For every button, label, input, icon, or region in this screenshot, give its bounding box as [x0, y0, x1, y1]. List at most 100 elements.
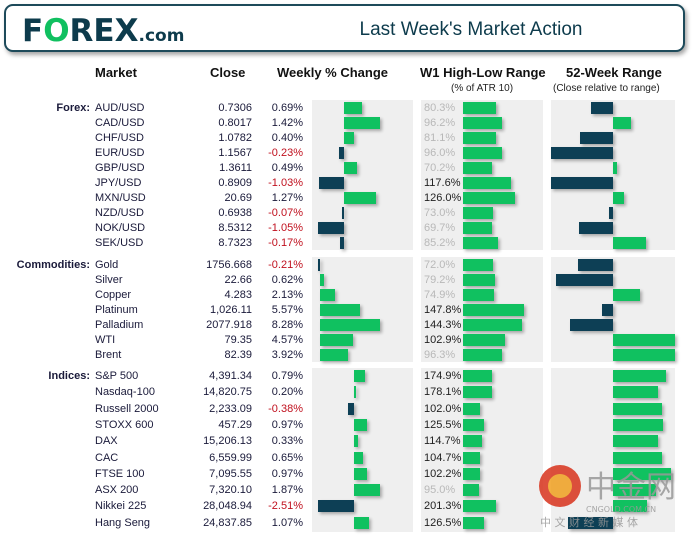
close-value: 4,391.34	[209, 370, 252, 382]
section-label-forex: Forex:	[56, 102, 90, 114]
weekly-change-value: 0.33%	[271, 435, 303, 448]
weekly-change-value: 0.69%	[271, 102, 303, 114]
w1-range-bar	[463, 334, 506, 346]
w1-range-value: 80.3%	[424, 102, 456, 114]
close-value: 28,048.94	[203, 500, 252, 513]
w1-range-bar	[463, 147, 503, 159]
w1-range-bar	[463, 177, 512, 189]
weekly-change-value: -0.38%	[268, 402, 303, 415]
close-value: 8.7323	[218, 237, 252, 249]
col-header-w1: W1 High-Low Range	[420, 65, 546, 80]
w1-range-value: 102.2%	[424, 467, 462, 480]
close-value: 0.7306	[218, 102, 252, 114]
w1-range-value: 104.7%	[424, 451, 462, 464]
w1-range-value: 69.7%	[424, 222, 456, 234]
market-name: JPY/USD	[95, 177, 142, 189]
weekly-change-value: 0.97%	[271, 467, 303, 480]
range-52wk-bar	[609, 207, 613, 219]
close-value: 0.6938	[218, 207, 252, 219]
w1-range-bar	[463, 259, 493, 271]
w1-range-value: 102.9%	[424, 334, 462, 346]
w1-range-value: 79.2%	[424, 274, 456, 286]
weekly-change-bar	[338, 147, 345, 159]
w1-range-bar	[463, 207, 493, 219]
w1-range-value: 117.6%	[424, 177, 461, 189]
page-title: Last Week's Market Action	[359, 19, 583, 40]
col-subheader-52wk: (Close relative to range)	[553, 83, 660, 94]
header-banner: FOREX.com Last Week's Market Action	[4, 4, 685, 52]
w1-range-value: 85.2%	[424, 237, 456, 249]
market-name: Hang Seng	[95, 516, 151, 529]
w1-range-value: 81.1%	[424, 132, 456, 144]
weekly-change-value: -0.07%	[268, 207, 303, 219]
weekly-change-bar	[340, 237, 345, 249]
weekly-change-bar	[344, 162, 357, 174]
range-52wk-bar	[580, 132, 613, 144]
w1-range-bar	[463, 192, 515, 204]
w1-range-bar	[463, 467, 480, 480]
weekly-change-value: 0.97%	[271, 418, 303, 431]
w1-range-value: 96.2%	[424, 117, 456, 129]
section-label-indices: Indices:	[48, 370, 90, 382]
close-value: 1.1567	[218, 147, 252, 159]
market-name: Nikkei 225	[95, 500, 147, 513]
close-value: 20.69	[224, 192, 252, 204]
weekly-change-bar	[353, 386, 357, 399]
market-name: STOXX 600	[95, 418, 154, 431]
w1-range-bar	[463, 162, 492, 174]
w1-range-bar	[463, 386, 493, 399]
weekly-change-bar	[344, 192, 377, 204]
range-52wk-bar	[613, 500, 648, 513]
range-52wk-bar	[613, 435, 659, 448]
weekly-change-bar	[353, 370, 365, 382]
w1-range-bar	[463, 102, 496, 114]
market-name: Nasdaq-100	[95, 386, 155, 399]
w1-range-value: 102.0%	[424, 402, 462, 415]
range-52wk-panel	[551, 257, 675, 362]
range-52wk-bar	[613, 237, 646, 249]
range-52wk-bar	[578, 259, 613, 271]
market-name: EUR/USD	[95, 147, 145, 159]
range-52wk-bar	[613, 386, 659, 399]
market-name: CHF/USD	[95, 132, 144, 144]
col-header-weekly: Weekly % Change	[277, 65, 389, 80]
weekly-change-bar	[319, 334, 353, 346]
range-52wk-bar	[613, 370, 666, 382]
col-subheader-w1: (% of ATR 10)	[451, 83, 514, 94]
w1-range-value: 74.9%	[424, 289, 456, 301]
range-52wk-bar	[613, 162, 617, 174]
w1-range-value: 178.1%	[424, 386, 462, 399]
market-name: NOK/USD	[95, 222, 146, 234]
range-52wk-bar	[613, 192, 625, 204]
market-name: Russell 2000	[95, 402, 159, 415]
range-52wk-bar	[613, 484, 657, 497]
w1-range-value: 114.7%	[424, 435, 461, 448]
weekly-change-value: 2.13%	[271, 289, 303, 301]
market-name: FTSE 100	[95, 467, 145, 480]
w1-range-bar	[463, 451, 481, 464]
market-name: Gold	[95, 259, 119, 271]
w1-range-value: 70.2%	[424, 162, 456, 174]
w1-range-value: 126.5%	[424, 516, 462, 529]
close-value: 7,095.55	[209, 467, 252, 480]
w1-range-value: 96.3%	[424, 349, 456, 361]
market-name: DAX	[95, 435, 118, 448]
range-52wk-bar	[613, 289, 641, 301]
market-name: WTI	[95, 334, 116, 346]
weekly-change-value: 1.27%	[271, 192, 303, 204]
weekly-change-value: 0.65%	[271, 451, 303, 464]
w1-range-value: 126.0%	[424, 192, 462, 204]
w1-range-value: 201.3%	[424, 500, 462, 513]
weekly-change-value: -1.03%	[268, 177, 303, 189]
close-value: 7,320.10	[209, 484, 252, 497]
close-value: 1756.668	[206, 259, 252, 271]
close-value: 22.66	[224, 274, 252, 286]
cngold-watermark: 中金网 CNGOLD.COM.CN 中 文 财 经 新 媒 体	[538, 464, 688, 541]
w1-range-bar	[463, 500, 497, 513]
close-value: 14,820.75	[203, 386, 252, 399]
w1-range-bar	[463, 132, 497, 144]
weekly-change-bar	[318, 177, 345, 189]
col-header-52wk: 52-Week Range	[566, 65, 662, 80]
close-value: 1.0782	[218, 132, 252, 144]
w1-range-value: 144.3%	[424, 319, 462, 331]
